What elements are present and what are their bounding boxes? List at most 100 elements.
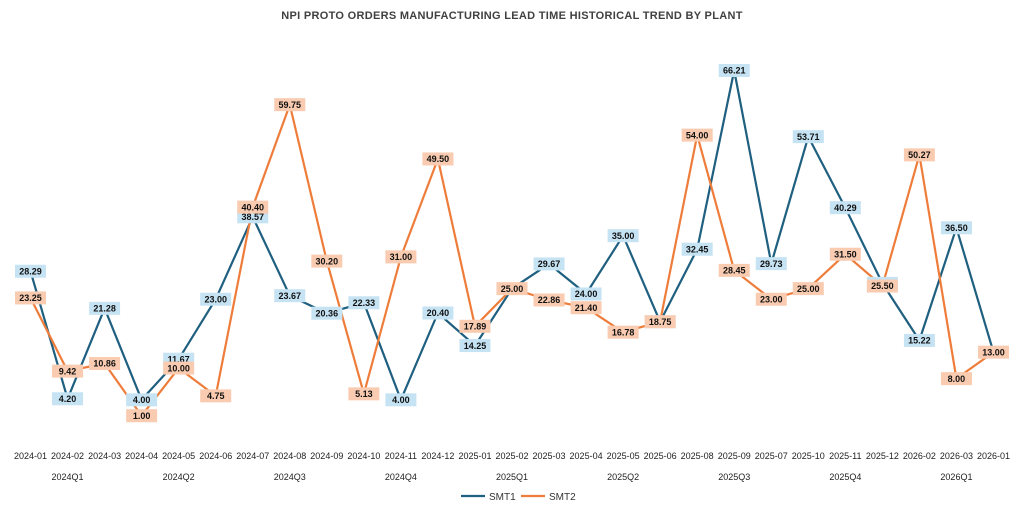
x-tick-label: 2025-02 [495,451,528,461]
x-tick-label: 2024-10 [347,451,380,461]
legend-label: SMT2 [549,492,576,503]
series-line-smt1 [29,69,995,401]
data-label: 66.21 [723,66,746,76]
data-label: 29.73 [760,259,783,269]
data-label-bg [718,63,750,77]
x-tick-label: 2024-07 [236,451,269,461]
data-label-bg [348,387,380,401]
data-label: 24.00 [575,289,598,299]
data-label: 29.67 [538,259,561,269]
data-label: 59.75 [279,100,302,110]
x-tick-label: 2024-05 [162,451,195,461]
data-label-bg [459,319,491,333]
x-group-label: 2024Q1 [52,472,84,482]
data-label-bg [755,292,787,306]
data-label-bg [200,389,232,403]
data-label-bg [570,287,602,301]
x-group-label: 2025Q3 [718,472,750,482]
data-label: 35.00 [612,231,635,241]
data-label: 22.86 [538,295,561,305]
data-label-bg [274,98,306,112]
x-tick-label: 2024-12 [421,451,454,461]
data-label: 17.89 [464,321,487,331]
data-label: 18.75 [649,317,672,327]
data-label-bg [422,152,454,166]
x-tick-label: 2025-11 [829,451,861,461]
data-label-bg [15,291,47,305]
data-label: 4.00 [392,395,410,405]
data-label-bg [718,263,750,277]
legend-item-smt2: SMT2 [521,492,576,503]
x-group-label: 2026Q1 [940,472,972,482]
data-label: 54.00 [686,130,709,140]
data-label-bg [903,148,935,162]
data-label: 13.00 [982,347,1005,357]
x-group-label: 2025Q4 [829,472,861,482]
data-label-bg [15,264,47,278]
data-label-bg [681,242,713,256]
data-label: 50.27 [908,150,931,160]
data-label: 25.50 [871,281,894,291]
data-label-bg [681,128,713,142]
data-label-bg [52,364,84,378]
data-label-bg [607,229,639,243]
x-tick-label: 2025-12 [866,451,899,461]
chart-title: NPI PROTO ORDERS MANUFACTURING LEAD TIME… [281,10,743,22]
data-label: 31.50 [834,249,857,259]
data-label: 40.40 [241,202,264,212]
x-group-label: 2025Q2 [607,472,639,482]
data-label-bg [533,293,565,307]
data-label: 5.13 [355,389,373,399]
data-label-bg [533,257,565,271]
data-label: 4.00 [133,395,151,405]
x-group-label: 2025Q1 [496,472,528,482]
x-tick-label: 2024-01 [14,451,47,461]
data-label-bg [496,282,528,296]
legend-item-smt1: SMT1 [461,492,516,503]
data-label-bg [89,301,121,315]
data-label-bg [903,333,935,347]
x-tick-label: 2024-08 [273,451,306,461]
x-tick-label: 2025-08 [681,451,714,461]
data-label-bg [89,357,121,371]
data-label: 23.67 [279,291,302,301]
x-tick-label: 2025-06 [644,451,677,461]
data-label-bg [829,247,861,261]
data-label-bg [237,200,269,214]
data-label: 23.00 [204,294,227,304]
x-tick-label: 2024-11 [385,451,417,461]
x-tick-label: 2026-02 [903,451,936,461]
data-label-bg [311,254,343,268]
data-label-bg [977,345,1009,359]
data-label-bg [607,325,639,339]
x-tick-label: 2025-04 [570,451,603,461]
data-label: 22.33 [353,298,376,308]
data-label: 32.45 [686,244,709,254]
x-tick-label: 2025-07 [755,451,788,461]
x-tick-label: 2025-05 [607,451,640,461]
data-label-bg [755,257,787,271]
data-label: 30.20 [316,256,339,266]
data-label-bg [385,250,417,264]
data-label-bg [422,306,454,320]
data-label-bg [459,339,491,353]
data-label: 11.67 [168,354,190,364]
x-tick-label: 2024-04 [125,451,158,461]
x-tick-label: 2026-01 [977,451,1010,461]
data-label: 21.40 [575,303,598,313]
data-label-bg [829,201,861,215]
data-label: 38.57 [241,212,264,222]
data-label: 28.45 [723,266,746,276]
data-label-bg [644,315,676,329]
data-label-bg [274,289,306,303]
data-label: 40.29 [834,203,857,213]
x-tick-label: 2025-03 [533,451,566,461]
data-label: 49.50 [427,154,450,164]
data-label: 10.00 [167,363,190,373]
data-label: 16.78 [612,327,635,337]
data-label-bg [866,279,898,293]
x-tick-label: 2024-03 [88,451,121,461]
data-label: 14.25 [464,341,487,351]
data-label-bg [792,130,824,144]
